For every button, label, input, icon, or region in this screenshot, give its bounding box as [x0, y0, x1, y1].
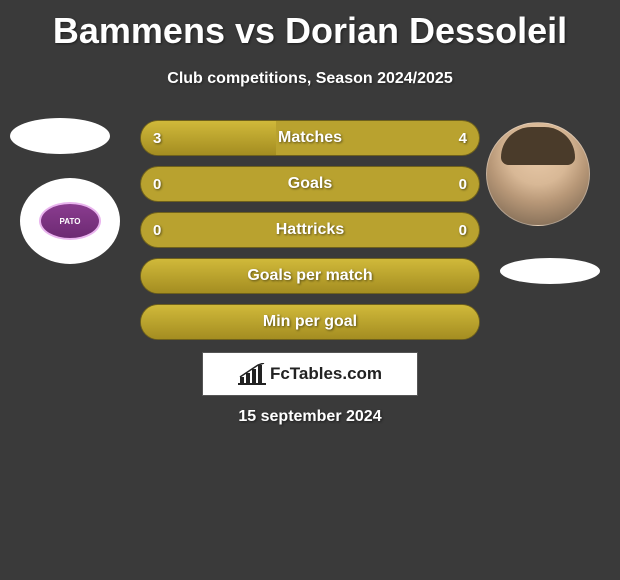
- avatar-hair: [501, 127, 575, 165]
- stat-label: Min per goal: [141, 305, 479, 339]
- player-left-club-logo: PATO: [20, 178, 120, 264]
- stat-row: 34Matches: [140, 120, 480, 156]
- date-label: 15 september 2024: [0, 408, 620, 426]
- player-left-avatar-placeholder: [10, 118, 110, 154]
- stat-row: Goals per match: [140, 258, 480, 294]
- bar-chart-icon: [238, 363, 266, 385]
- stat-label: Hattricks: [141, 213, 479, 247]
- player-right-avatar: [486, 122, 590, 226]
- page-title: Bammens vs Dorian Dessoleil: [0, 0, 620, 52]
- source-logo-text: FcTables.com: [270, 364, 382, 384]
- stat-row: 00Goals: [140, 166, 480, 202]
- club-badge-icon: PATO: [39, 202, 101, 240]
- stat-label: Goals per match: [141, 259, 479, 293]
- stat-label: Matches: [141, 121, 479, 155]
- player-right-club-logo-placeholder: [500, 258, 600, 284]
- stat-row: 00Hattricks: [140, 212, 480, 248]
- stat-row: Min per goal: [140, 304, 480, 340]
- stats-container: 34Matches 00Goals 00Hattricks Goals per mat…: [140, 120, 480, 350]
- page-subtitle: Club competitions, Season 2024/2025: [0, 70, 620, 88]
- stat-label: Goals: [141, 167, 479, 201]
- source-logo: FcTables.com: [202, 352, 418, 396]
